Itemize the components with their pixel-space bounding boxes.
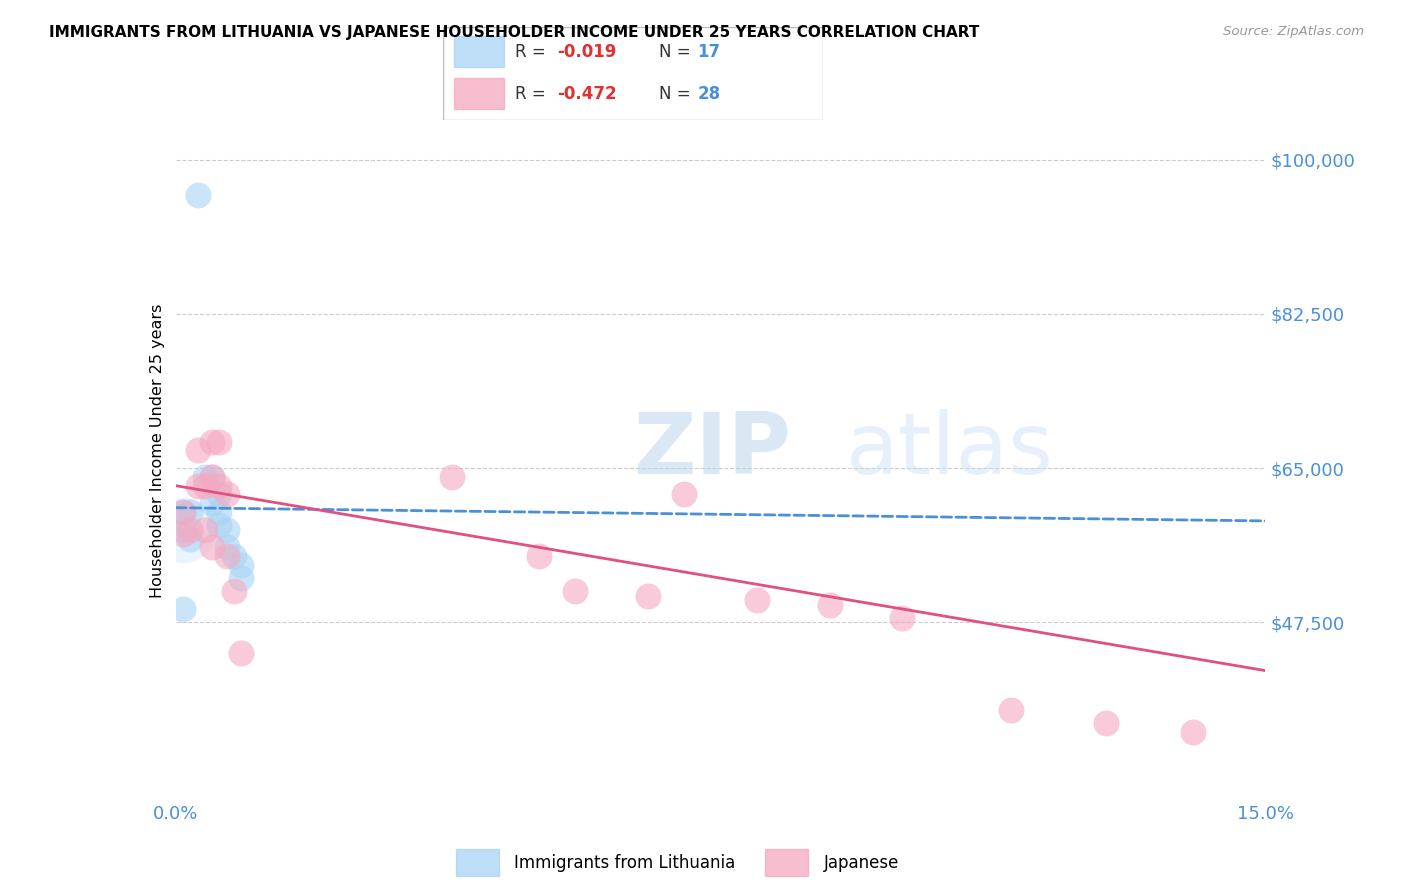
Point [179,523,201,537]
Point [215,523,238,537]
Point [201,496,224,510]
Point [208,434,231,449]
Text: 28: 28 [697,86,720,103]
Point [215,549,238,563]
Point [172,505,194,519]
Point [208,478,231,492]
Point [891,611,914,625]
Point [172,527,194,541]
Point [201,541,224,555]
Point [231,646,253,660]
Text: N =: N = [659,86,696,103]
Text: IMMIGRANTS FROM LITHUANIA VS JAPANESE HOUSEHOLDER INCOME UNDER 25 YEARS CORRELAT: IMMIGRANTS FROM LITHUANIA VS JAPANESE HO… [49,25,980,40]
Point [179,532,201,546]
Point [201,470,224,484]
Text: Immigrants from Lithuania: Immigrants from Lithuania [515,854,735,871]
Text: -0.019: -0.019 [557,43,616,61]
Text: R =: R = [515,86,551,103]
Text: R =: R = [515,43,551,61]
Point [1094,716,1116,731]
Y-axis label: Householder Income Under 25 years: Householder Income Under 25 years [149,303,165,598]
Bar [454,78,503,109]
Point [186,478,209,492]
Text: -0.472: -0.472 [557,86,616,103]
Point [1181,725,1204,739]
Point [172,505,194,519]
Point [186,188,209,202]
Text: Japanese: Japanese [824,854,898,871]
Point [231,571,253,585]
Point [172,523,194,537]
Point [194,478,217,492]
Point [194,523,217,537]
Text: atlas: atlas [846,409,1054,492]
Point [637,589,659,603]
Point [440,470,463,484]
Point [208,487,231,501]
Point [222,584,245,599]
Point [186,443,209,458]
Point [201,470,224,484]
Point [215,487,238,501]
Point [208,505,231,519]
Point [564,584,586,599]
Point [194,470,217,484]
Bar [454,36,503,67]
Point [231,558,253,572]
Point [201,434,224,449]
Point [745,593,768,607]
Point [179,505,201,519]
Point [673,487,696,501]
Point [1000,703,1022,717]
Point [172,602,194,616]
Point [222,549,245,563]
Point [208,518,231,533]
Bar [765,849,808,876]
Bar [456,849,499,876]
Text: ZIP: ZIP [633,409,792,492]
Point [818,598,841,612]
Point [215,541,238,555]
Text: N =: N = [659,43,696,61]
Point [172,523,194,537]
Point [527,549,550,563]
Text: 17: 17 [697,43,720,61]
Text: Source: ZipAtlas.com: Source: ZipAtlas.com [1223,25,1364,38]
